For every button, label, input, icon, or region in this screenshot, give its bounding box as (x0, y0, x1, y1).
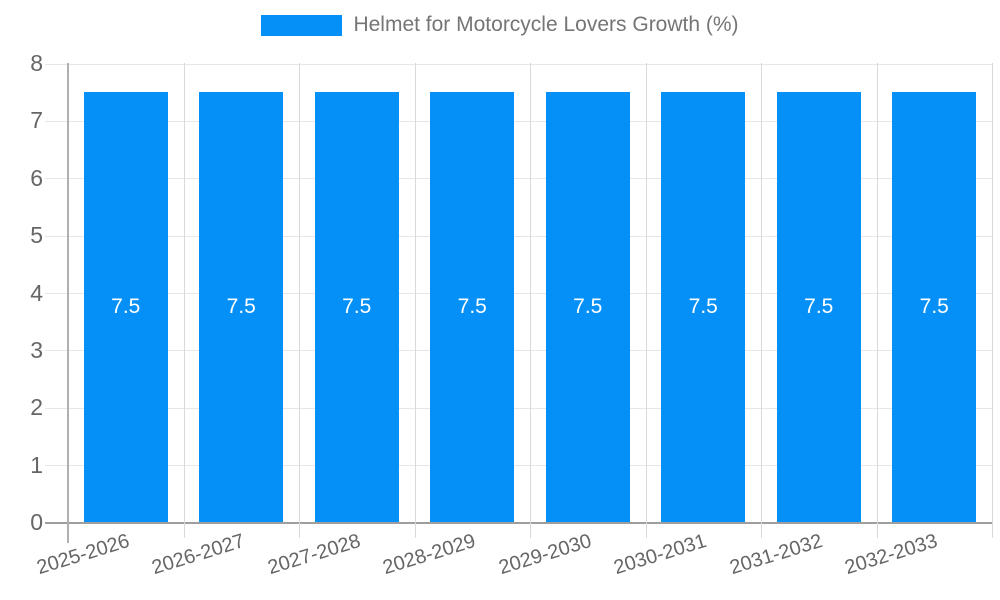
legend-label: Helmet for Motorcycle Lovers Growth (%) (353, 13, 739, 36)
gridline-vertical (992, 63, 993, 538)
bar[interactable]: 7.5 (83, 92, 168, 522)
bar-value-label: 7.5 (573, 294, 603, 318)
gridline-vertical (761, 63, 762, 538)
bar-value-label: 7.5 (919, 294, 949, 318)
gridline-horizontal (45, 407, 992, 409)
bar[interactable]: 7.5 (430, 92, 515, 522)
y-axis-label: 4 (30, 279, 43, 306)
gridline-horizontal (45, 63, 992, 65)
y-axis-line (67, 63, 69, 543)
gridline-vertical (299, 63, 300, 538)
bar[interactable]: 7.5 (661, 92, 746, 522)
bar-value-label: 7.5 (688, 294, 718, 318)
bar[interactable]: 7.5 (545, 92, 630, 522)
gridline-vertical (876, 63, 878, 538)
y-axis-label: 3 (30, 336, 43, 363)
y-axis-label: 6 (30, 164, 43, 191)
gridline-horizontal (45, 178, 992, 180)
bar-value-label: 7.5 (226, 294, 256, 318)
bar-value-label: 7.5 (342, 294, 372, 318)
gridline-horizontal (45, 350, 992, 352)
y-axis-label: 0 (30, 509, 43, 535)
bar-value-label: 7.5 (804, 294, 834, 318)
gridline-vertical (183, 63, 185, 538)
gridline-vertical (414, 63, 416, 538)
bar[interactable]: 7.5 (314, 92, 399, 522)
y-axis-label: 2 (30, 394, 43, 421)
y-axis-label: 8 (30, 50, 43, 76)
gridline-horizontal (45, 120, 992, 122)
y-axis-label: 5 (30, 222, 43, 249)
bar-value-label: 7.5 (111, 294, 141, 318)
y-axis-label: 1 (30, 451, 43, 478)
gridline-horizontal (45, 465, 992, 467)
bar-value-label: 7.5 (457, 294, 487, 318)
legend-swatch-icon (261, 14, 343, 36)
bar[interactable]: 7.5 (199, 92, 284, 522)
legend[interactable]: Helmet for Motorcycle Lovers Growth (%) (0, 0, 1000, 50)
gridline-vertical (530, 63, 531, 538)
y-axis-label: 7 (30, 107, 43, 134)
gridline-horizontal (45, 293, 992, 294)
gridline-vertical (645, 63, 647, 538)
bar[interactable]: 7.5 (776, 92, 861, 522)
x-axis-line (45, 521, 992, 524)
gridline-horizontal (45, 235, 992, 237)
bar[interactable]: 7.5 (892, 92, 977, 522)
